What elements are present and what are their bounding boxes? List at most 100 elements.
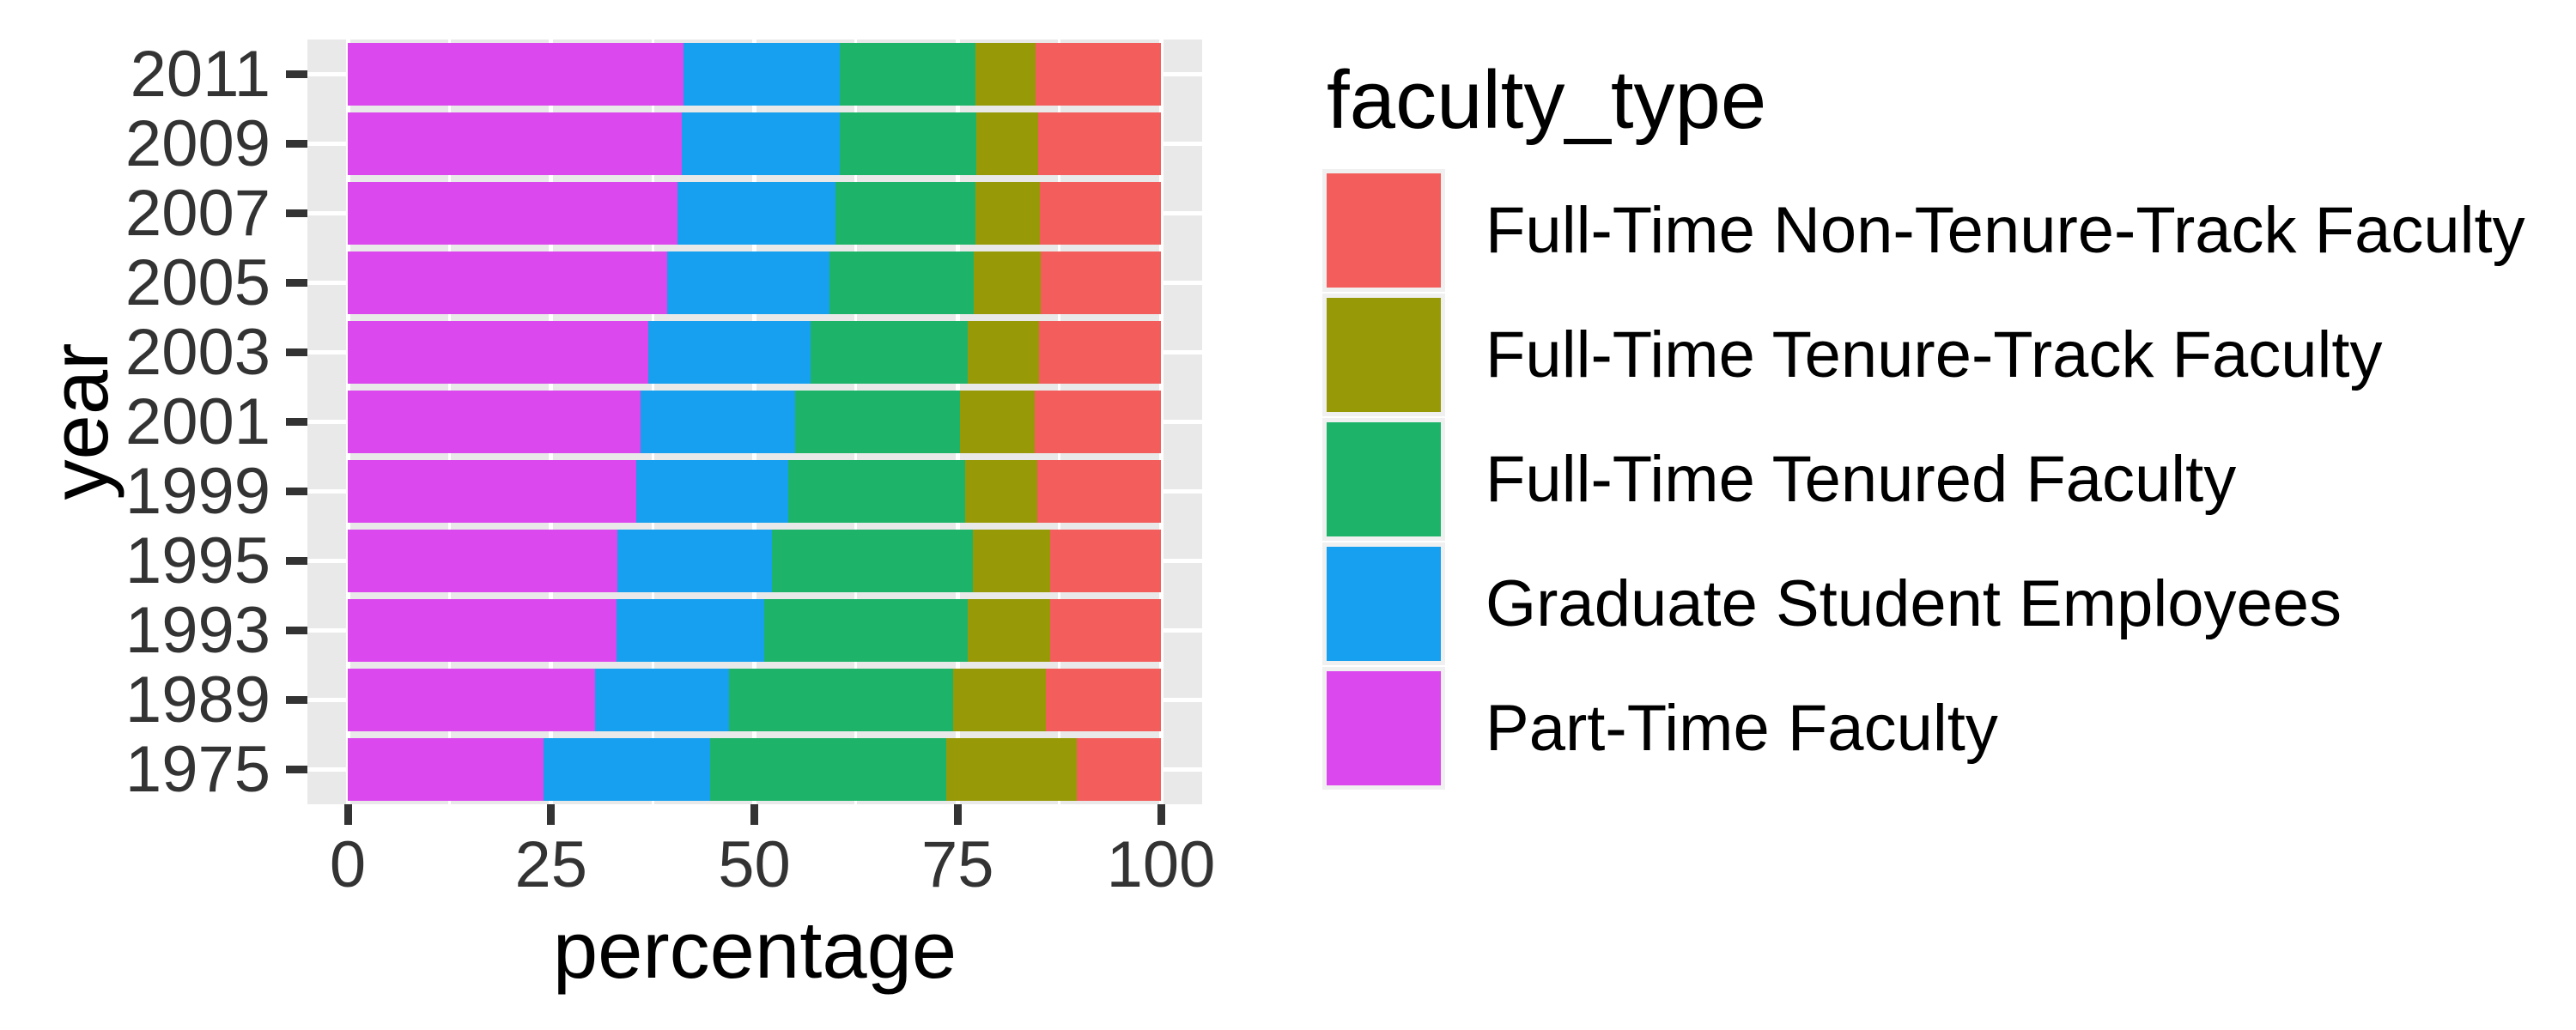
bar-segment — [348, 112, 683, 175]
bar-segment — [1036, 43, 1161, 106]
bar-segment — [348, 182, 677, 245]
bar-row-1999 — [348, 460, 1161, 523]
y-tick-mark — [286, 70, 307, 78]
bar-segment — [640, 391, 795, 453]
bar-segment — [1039, 182, 1161, 245]
bar-segment — [967, 599, 1051, 662]
bar-segment — [973, 530, 1051, 592]
bar-segment — [974, 251, 1041, 314]
y-tick-label: 2001 — [125, 385, 270, 458]
y-tick-mark — [286, 627, 307, 634]
bar-segment — [348, 599, 617, 662]
bar-row-2001 — [348, 391, 1161, 453]
bar-segment — [840, 43, 976, 106]
y-tick-label: 1993 — [125, 593, 270, 667]
x-tick-mark — [1157, 804, 1165, 825]
y-tick-mark — [286, 209, 307, 217]
bar-segment — [953, 669, 1047, 731]
bar-row-2005 — [348, 251, 1161, 314]
bar-segment — [729, 669, 954, 731]
bar-segment — [348, 669, 595, 731]
bar-segment — [839, 112, 976, 175]
bar-segment — [829, 251, 975, 314]
y-tick-label: 2005 — [125, 245, 270, 319]
bar-segment — [1050, 599, 1161, 662]
bar-segment — [348, 391, 641, 453]
x-tick-mark — [750, 804, 758, 825]
legend-swatch-5 — [1327, 671, 1441, 785]
bar-row-1995 — [348, 530, 1161, 592]
bar-segment — [794, 391, 961, 453]
y-tick-label: 2009 — [125, 106, 270, 180]
x-axis-title: percentage — [552, 905, 957, 995]
legend-label: Full-Time Tenure-Track Faculty — [1485, 318, 2383, 391]
y-tick-label: 2003 — [125, 315, 270, 389]
bar-segment — [976, 112, 1038, 175]
bar-segment — [763, 599, 968, 662]
bar-segment — [1039, 321, 1161, 384]
legend-key — [1322, 667, 1445, 790]
y-tick-label: 2007 — [125, 176, 270, 250]
y-tick-label: 1999 — [125, 454, 270, 528]
y-tick-mark — [286, 140, 307, 148]
legend-swatch-2 — [1327, 298, 1441, 412]
bar-segment — [967, 321, 1040, 384]
bar-segment — [635, 460, 788, 523]
bar-segment — [348, 460, 636, 523]
x-tick-label: 50 — [718, 828, 791, 901]
bar-segment — [835, 182, 976, 245]
legend-swatch-4 — [1327, 547, 1441, 661]
bar-row-1989 — [348, 669, 1161, 731]
bar-segment — [975, 182, 1040, 245]
bar-row-2003 — [348, 321, 1161, 384]
x-tick-mark — [547, 804, 556, 825]
y-tick-label: 1989 — [125, 663, 270, 736]
bar-segment — [1040, 251, 1161, 314]
bar-segment — [682, 112, 840, 175]
legend-key — [1322, 294, 1445, 416]
x-tick-mark — [953, 804, 962, 825]
legend-swatch-3 — [1327, 422, 1441, 536]
bar-segment — [1035, 391, 1161, 453]
bar-segment — [617, 599, 764, 662]
x-tick-mark — [343, 804, 352, 825]
major-gridline-vertical — [1158, 39, 1163, 804]
y-tick-mark — [286, 418, 307, 426]
legend-label: Full-Time Tenured Faculty — [1485, 443, 2237, 516]
bar-segment — [1077, 738, 1161, 801]
bar-segment — [960, 391, 1036, 453]
y-tick-mark — [286, 488, 307, 495]
y-tick-mark — [286, 348, 307, 356]
bar-row-2011 — [348, 43, 1161, 106]
plot-panel — [307, 39, 1202, 804]
bar-segment — [348, 321, 649, 384]
bar-segment — [1050, 530, 1161, 592]
bar-segment — [348, 738, 544, 801]
legend-label: Graduate Student Employees — [1485, 567, 2342, 640]
x-tick-label: 100 — [1106, 828, 1216, 901]
legend-key — [1322, 169, 1445, 292]
bar-segment — [771, 530, 974, 592]
legend-label: Full-Time Non-Tenure-Track Faculty — [1485, 194, 2525, 267]
y-tick-mark — [286, 696, 307, 704]
bar-segment — [964, 460, 1038, 523]
bar-row-2007 — [348, 182, 1161, 245]
y-tick-mark — [286, 557, 307, 565]
bar-segment — [945, 738, 1078, 801]
legend-key — [1322, 418, 1445, 541]
bar-segment — [617, 530, 772, 592]
bar-segment — [348, 43, 683, 106]
bar-segment — [811, 321, 968, 384]
bar-segment — [677, 182, 836, 245]
bar-segment — [648, 321, 811, 384]
x-tick-label: 75 — [920, 828, 994, 901]
x-tick-label: 0 — [329, 828, 367, 901]
bar-segment — [667, 251, 829, 314]
bar-segment — [683, 43, 841, 106]
bar-segment — [1037, 460, 1161, 523]
y-tick-label: 1975 — [125, 732, 270, 806]
bar-segment — [787, 460, 965, 523]
y-tick-label: 2011 — [130, 37, 270, 111]
bar-row-2009 — [348, 112, 1161, 175]
legend-key — [1322, 542, 1445, 665]
